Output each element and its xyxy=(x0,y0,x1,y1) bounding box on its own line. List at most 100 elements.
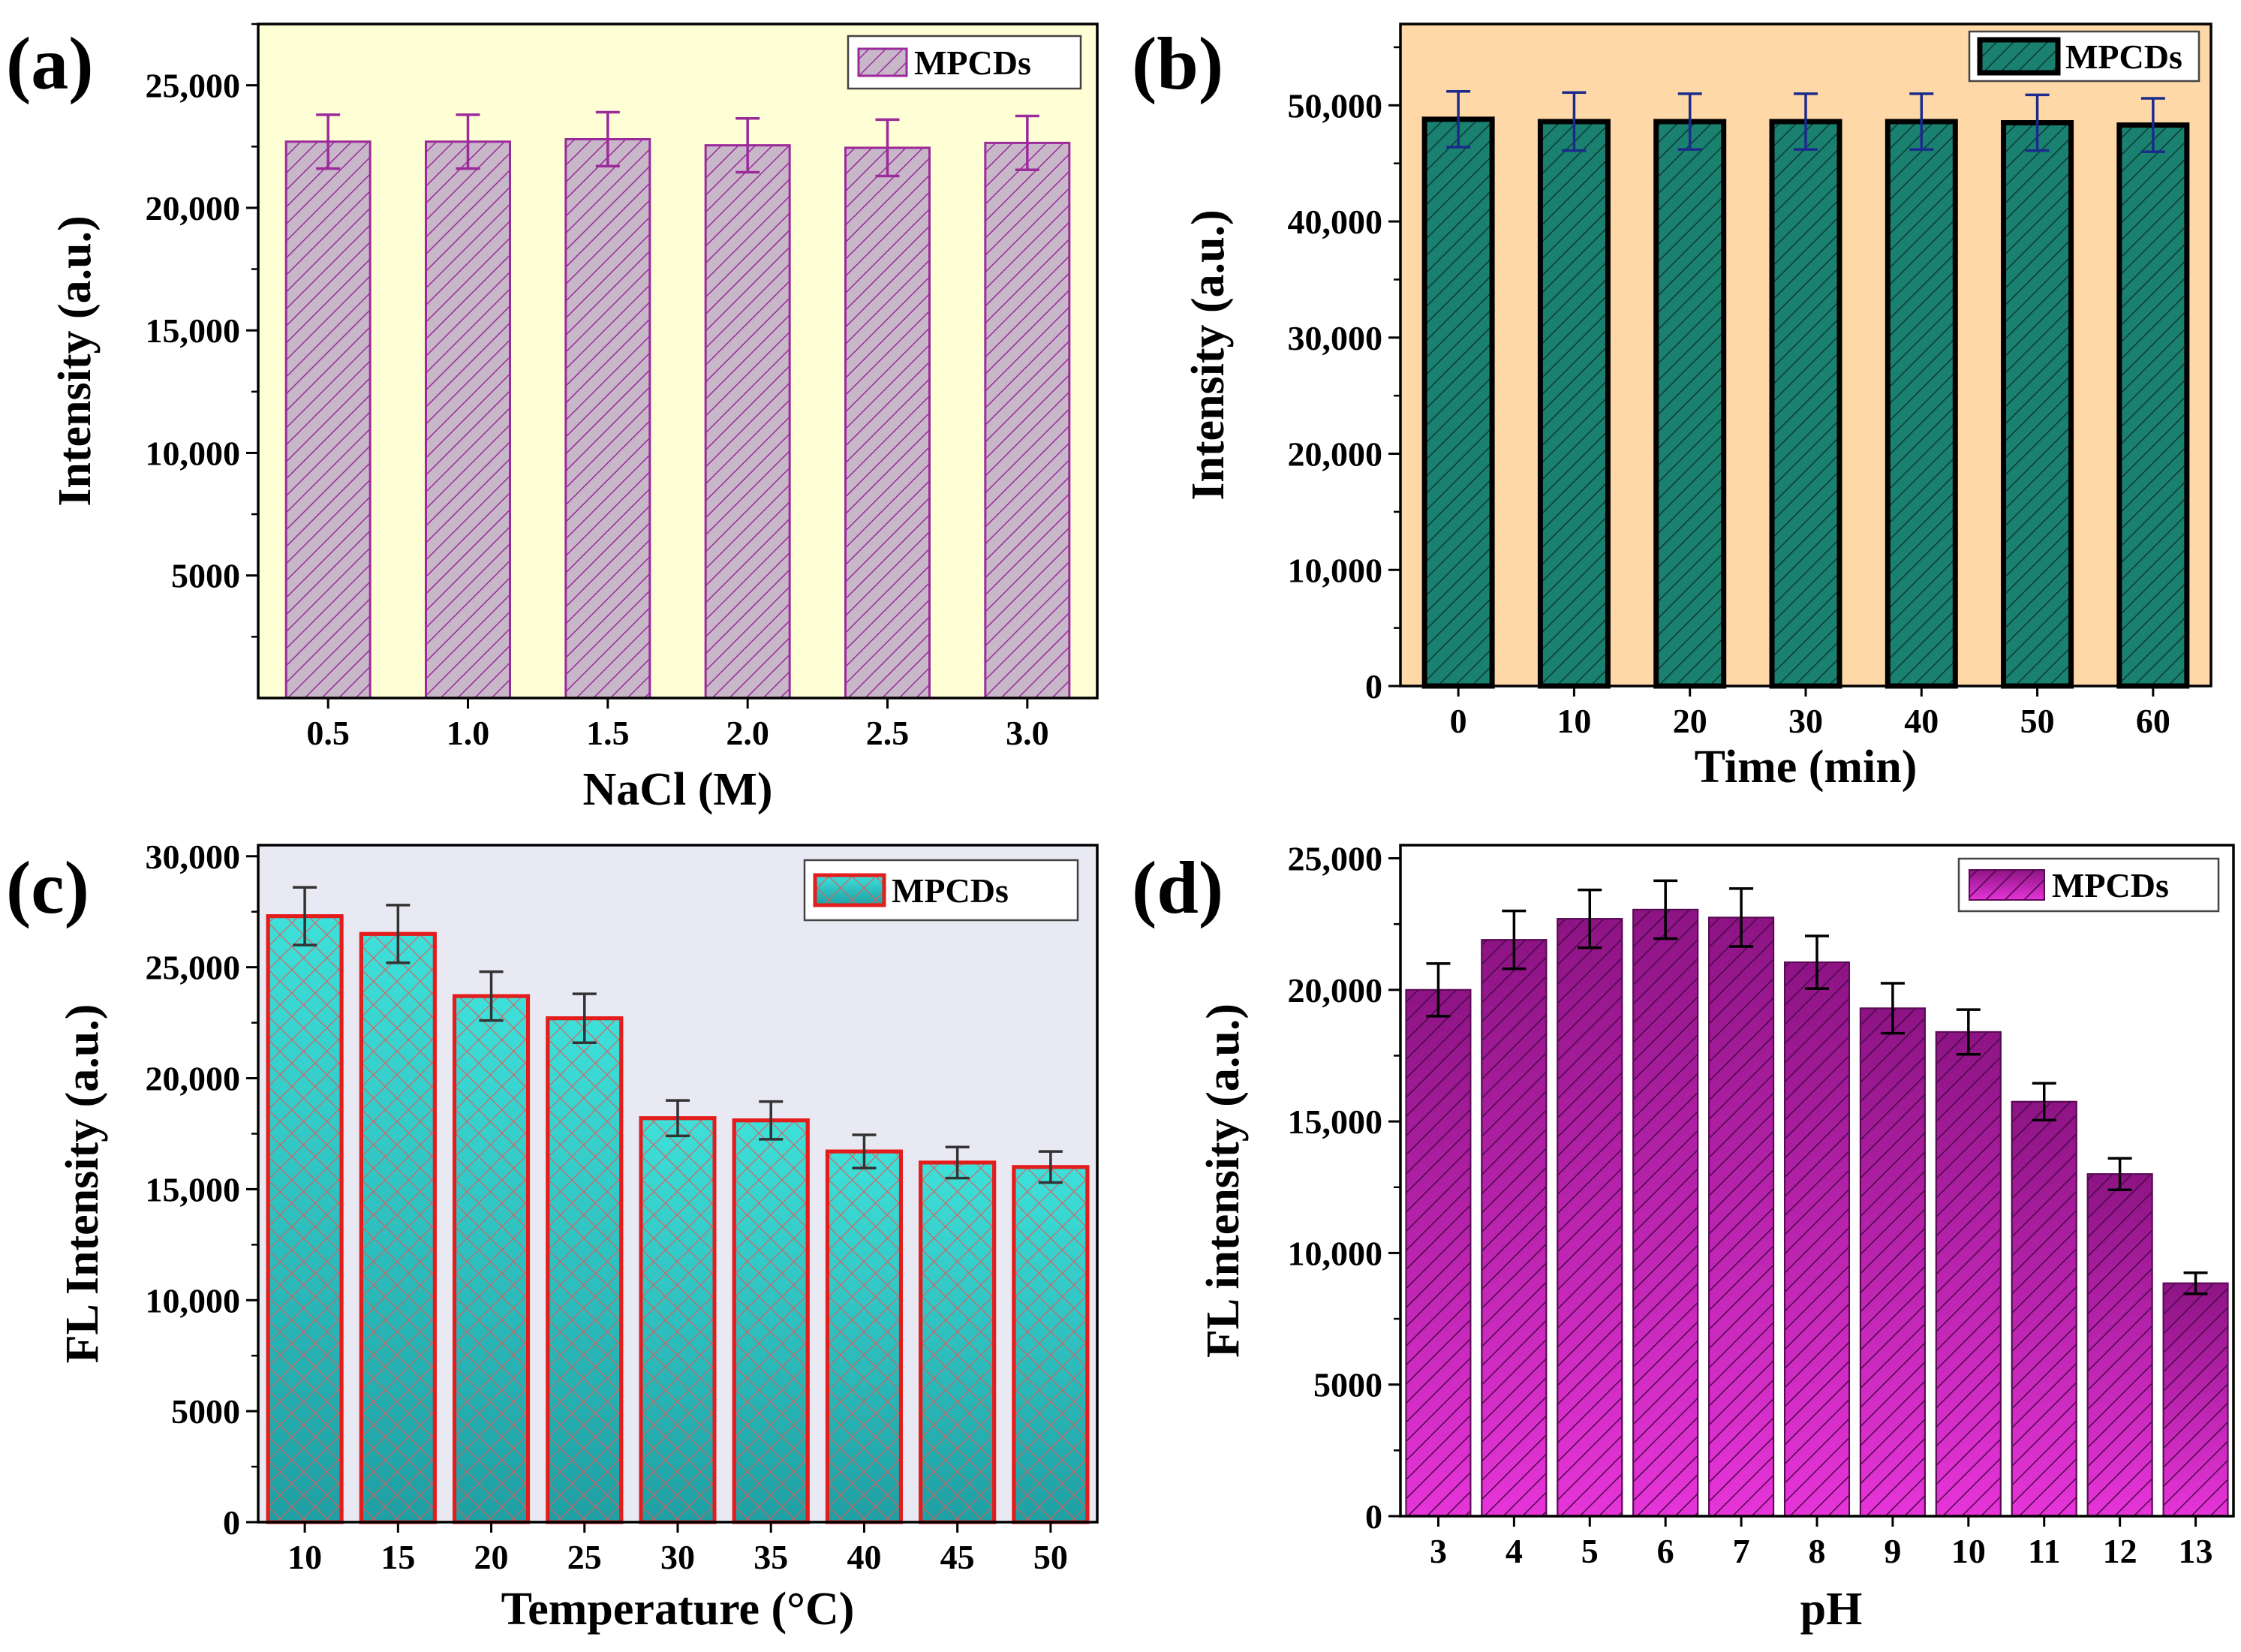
y-axis-title: FL Intensity (a.u.) xyxy=(57,1004,108,1364)
x-tick-label: 4 xyxy=(1506,1532,1523,1570)
bar xyxy=(284,140,371,700)
x-tick-label: 13 xyxy=(2179,1532,2213,1570)
x-tick-label: 40 xyxy=(847,1538,881,1576)
y-tick-label: 20,000 xyxy=(146,1060,241,1098)
y-tick-label: 20,000 xyxy=(146,189,241,227)
bar xyxy=(984,141,1071,700)
y-tick-label: 30,000 xyxy=(146,838,241,876)
bar-pattern xyxy=(546,1016,624,1524)
bar xyxy=(1769,119,1842,689)
bar xyxy=(844,146,931,700)
x-tick-label: 50 xyxy=(1033,1538,1068,1576)
bar-pattern xyxy=(2162,1282,2229,1517)
legend-swatch xyxy=(1977,37,2061,76)
panel-label: (a) xyxy=(6,22,94,105)
y-axis-title: Intensity (a.u.) xyxy=(1183,209,1234,501)
bar-pattern xyxy=(1784,961,1850,1517)
y-tick-label: 40,000 xyxy=(1288,203,1383,241)
bar-pattern xyxy=(2086,1173,2153,1518)
x-tick-label: 60 xyxy=(2136,702,2170,740)
x-tick-label: 45 xyxy=(940,1538,975,1576)
x-axis-title: pH xyxy=(1800,1584,1863,1635)
y-tick-label: 15,000 xyxy=(146,311,241,350)
x-tick-label: 40 xyxy=(1904,702,1939,740)
x-tick-label: 2.5 xyxy=(866,714,910,752)
bar-pattern xyxy=(919,1160,997,1524)
bar-pattern xyxy=(732,1118,810,1524)
y-axis-title: FL intensity (a.u.) xyxy=(1198,1004,1249,1358)
legend-label: MPCDs xyxy=(2052,866,2169,904)
legend-label: MPCDs xyxy=(892,871,1009,910)
y-tick-label: 5000 xyxy=(171,1392,240,1431)
bar xyxy=(425,140,511,700)
bar xyxy=(704,144,791,700)
x-tick-label: 0.5 xyxy=(306,714,350,752)
x-axis-title: Time (min) xyxy=(1695,742,1918,793)
x-tick-label: 30 xyxy=(1788,702,1823,740)
panel-label: (b) xyxy=(1132,22,1223,105)
panel-a-chart: (a) 5000 10,000 15,000 20,000 25,000 0.5 1.0 1.5… xyxy=(6,22,1099,815)
y-axis-title: Intensity (a.u.) xyxy=(50,215,101,507)
axes-frame xyxy=(257,844,1099,1524)
y-tick-label: 25,000 xyxy=(146,949,241,987)
legend: MPCDs xyxy=(1957,857,2220,913)
y-tick-label: 10,000 xyxy=(146,1281,241,1319)
panel-c-chart: (c) 0 5000 10,000 15,000 20,000 25,000 30,000 10… xyxy=(6,838,1099,1635)
bar xyxy=(1421,116,1495,689)
legend-swatch xyxy=(857,47,908,77)
x-tick-label: 0 xyxy=(1450,702,1467,740)
x-tick-label: 10 xyxy=(287,1538,322,1576)
bar-pattern xyxy=(1632,908,1699,1518)
y-tick-label: 25,000 xyxy=(146,67,241,105)
panel-label: (d) xyxy=(1132,846,1223,929)
x-tick-label: 25 xyxy=(567,1538,602,1576)
y-tick-label: 5000 xyxy=(171,557,240,595)
x-tick-label: 30 xyxy=(660,1538,695,1576)
x-tick-label: 50 xyxy=(2020,702,2055,740)
legend-label: MPCDs xyxy=(914,44,1031,82)
bar-pattern xyxy=(1859,1007,1926,1518)
x-tick-label: 2.0 xyxy=(726,714,769,752)
bar xyxy=(1653,119,1727,689)
bar-pattern xyxy=(1557,918,1623,1517)
bar-pattern xyxy=(453,994,531,1524)
y-tick-label: 10,000 xyxy=(1288,1234,1383,1272)
x-tick-label: 9 xyxy=(1884,1532,1901,1570)
axes-frame xyxy=(257,23,1099,700)
legend-swatch-pattern xyxy=(1969,869,2045,901)
legend: MPCDs xyxy=(1968,30,2200,83)
bar xyxy=(564,137,651,700)
legend: MPCDs xyxy=(803,859,1079,922)
x-axis-title: Temperature (°C) xyxy=(501,1584,855,1635)
panel-d-chart: (d) 0 5000 10,000 15,000 20,000 25,000 3 4 5 6 7 8 9 1… xyxy=(1132,840,2235,1635)
bar-pattern xyxy=(2011,1100,2077,1517)
plot-background xyxy=(258,24,1097,698)
bar xyxy=(1537,119,1611,689)
legend-label: MPCDs xyxy=(2065,38,2182,76)
x-tick-label: 3 xyxy=(1430,1532,1447,1570)
x-axis-title: NaCl (M) xyxy=(582,764,772,815)
bar-pattern xyxy=(359,931,437,1524)
x-tick-label: 10 xyxy=(1951,1532,1986,1570)
y-tick-label: 25,000 xyxy=(1288,840,1383,878)
bar-pattern xyxy=(1481,939,1548,1517)
x-tick-label: 1.0 xyxy=(447,714,490,752)
x-tick-label: 5 xyxy=(1581,1532,1599,1570)
x-tick-label: 11 xyxy=(2028,1532,2060,1570)
bar-pattern xyxy=(639,1116,717,1524)
bar xyxy=(2116,122,2190,689)
x-tick-label: 3.0 xyxy=(1006,714,1049,752)
y-tick-label: 30,000 xyxy=(1288,319,1383,357)
x-tick-label: 8 xyxy=(1809,1532,1826,1570)
y-tick-label: 10,000 xyxy=(1288,551,1383,589)
y-tick-label: 10,000 xyxy=(146,434,241,472)
y-tick-label: 0 xyxy=(223,1503,240,1542)
x-tick-label: 10 xyxy=(1557,702,1591,740)
y-tick-label: 20,000 xyxy=(1288,971,1383,1010)
x-tick-label: 6 xyxy=(1657,1532,1674,1570)
y-tick-label: 0 xyxy=(1365,1497,1382,1536)
bar-pattern xyxy=(1405,988,1472,1517)
y-tick-label: 0 xyxy=(1365,667,1382,706)
legend: MPCDs xyxy=(847,35,1082,90)
